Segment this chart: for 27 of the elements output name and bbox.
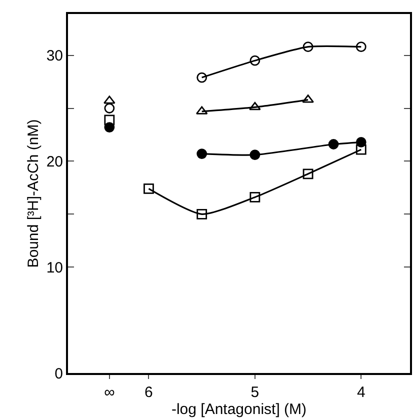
point xyxy=(302,42,314,52)
point xyxy=(302,168,314,180)
point xyxy=(144,184,154,194)
y-tick-label: 30 xyxy=(46,48,63,65)
x-tick-label: 5 xyxy=(250,384,260,401)
point xyxy=(104,114,115,126)
point xyxy=(250,192,260,202)
x-tick-label: 6 xyxy=(144,384,153,401)
point xyxy=(250,55,260,66)
point xyxy=(196,148,208,159)
y-axis-title: Bound [³H]-AcCh (nM) xyxy=(25,119,42,268)
point xyxy=(104,96,116,104)
y-tick-label: 10 xyxy=(46,259,63,276)
point xyxy=(302,94,314,103)
point xyxy=(104,103,115,114)
point xyxy=(196,208,208,220)
y-tick-label: 20 xyxy=(46,153,63,170)
x-tick-label: ∞ xyxy=(104,384,116,401)
x-axis-title: -log [Antagonist] (M) xyxy=(171,401,307,418)
point xyxy=(196,72,208,83)
point xyxy=(250,150,260,160)
point xyxy=(328,139,339,150)
y-tick-label: 0 xyxy=(54,365,63,382)
point xyxy=(356,144,366,155)
x-tick-label: 4 xyxy=(356,384,366,401)
point xyxy=(249,102,261,110)
point xyxy=(356,42,366,52)
